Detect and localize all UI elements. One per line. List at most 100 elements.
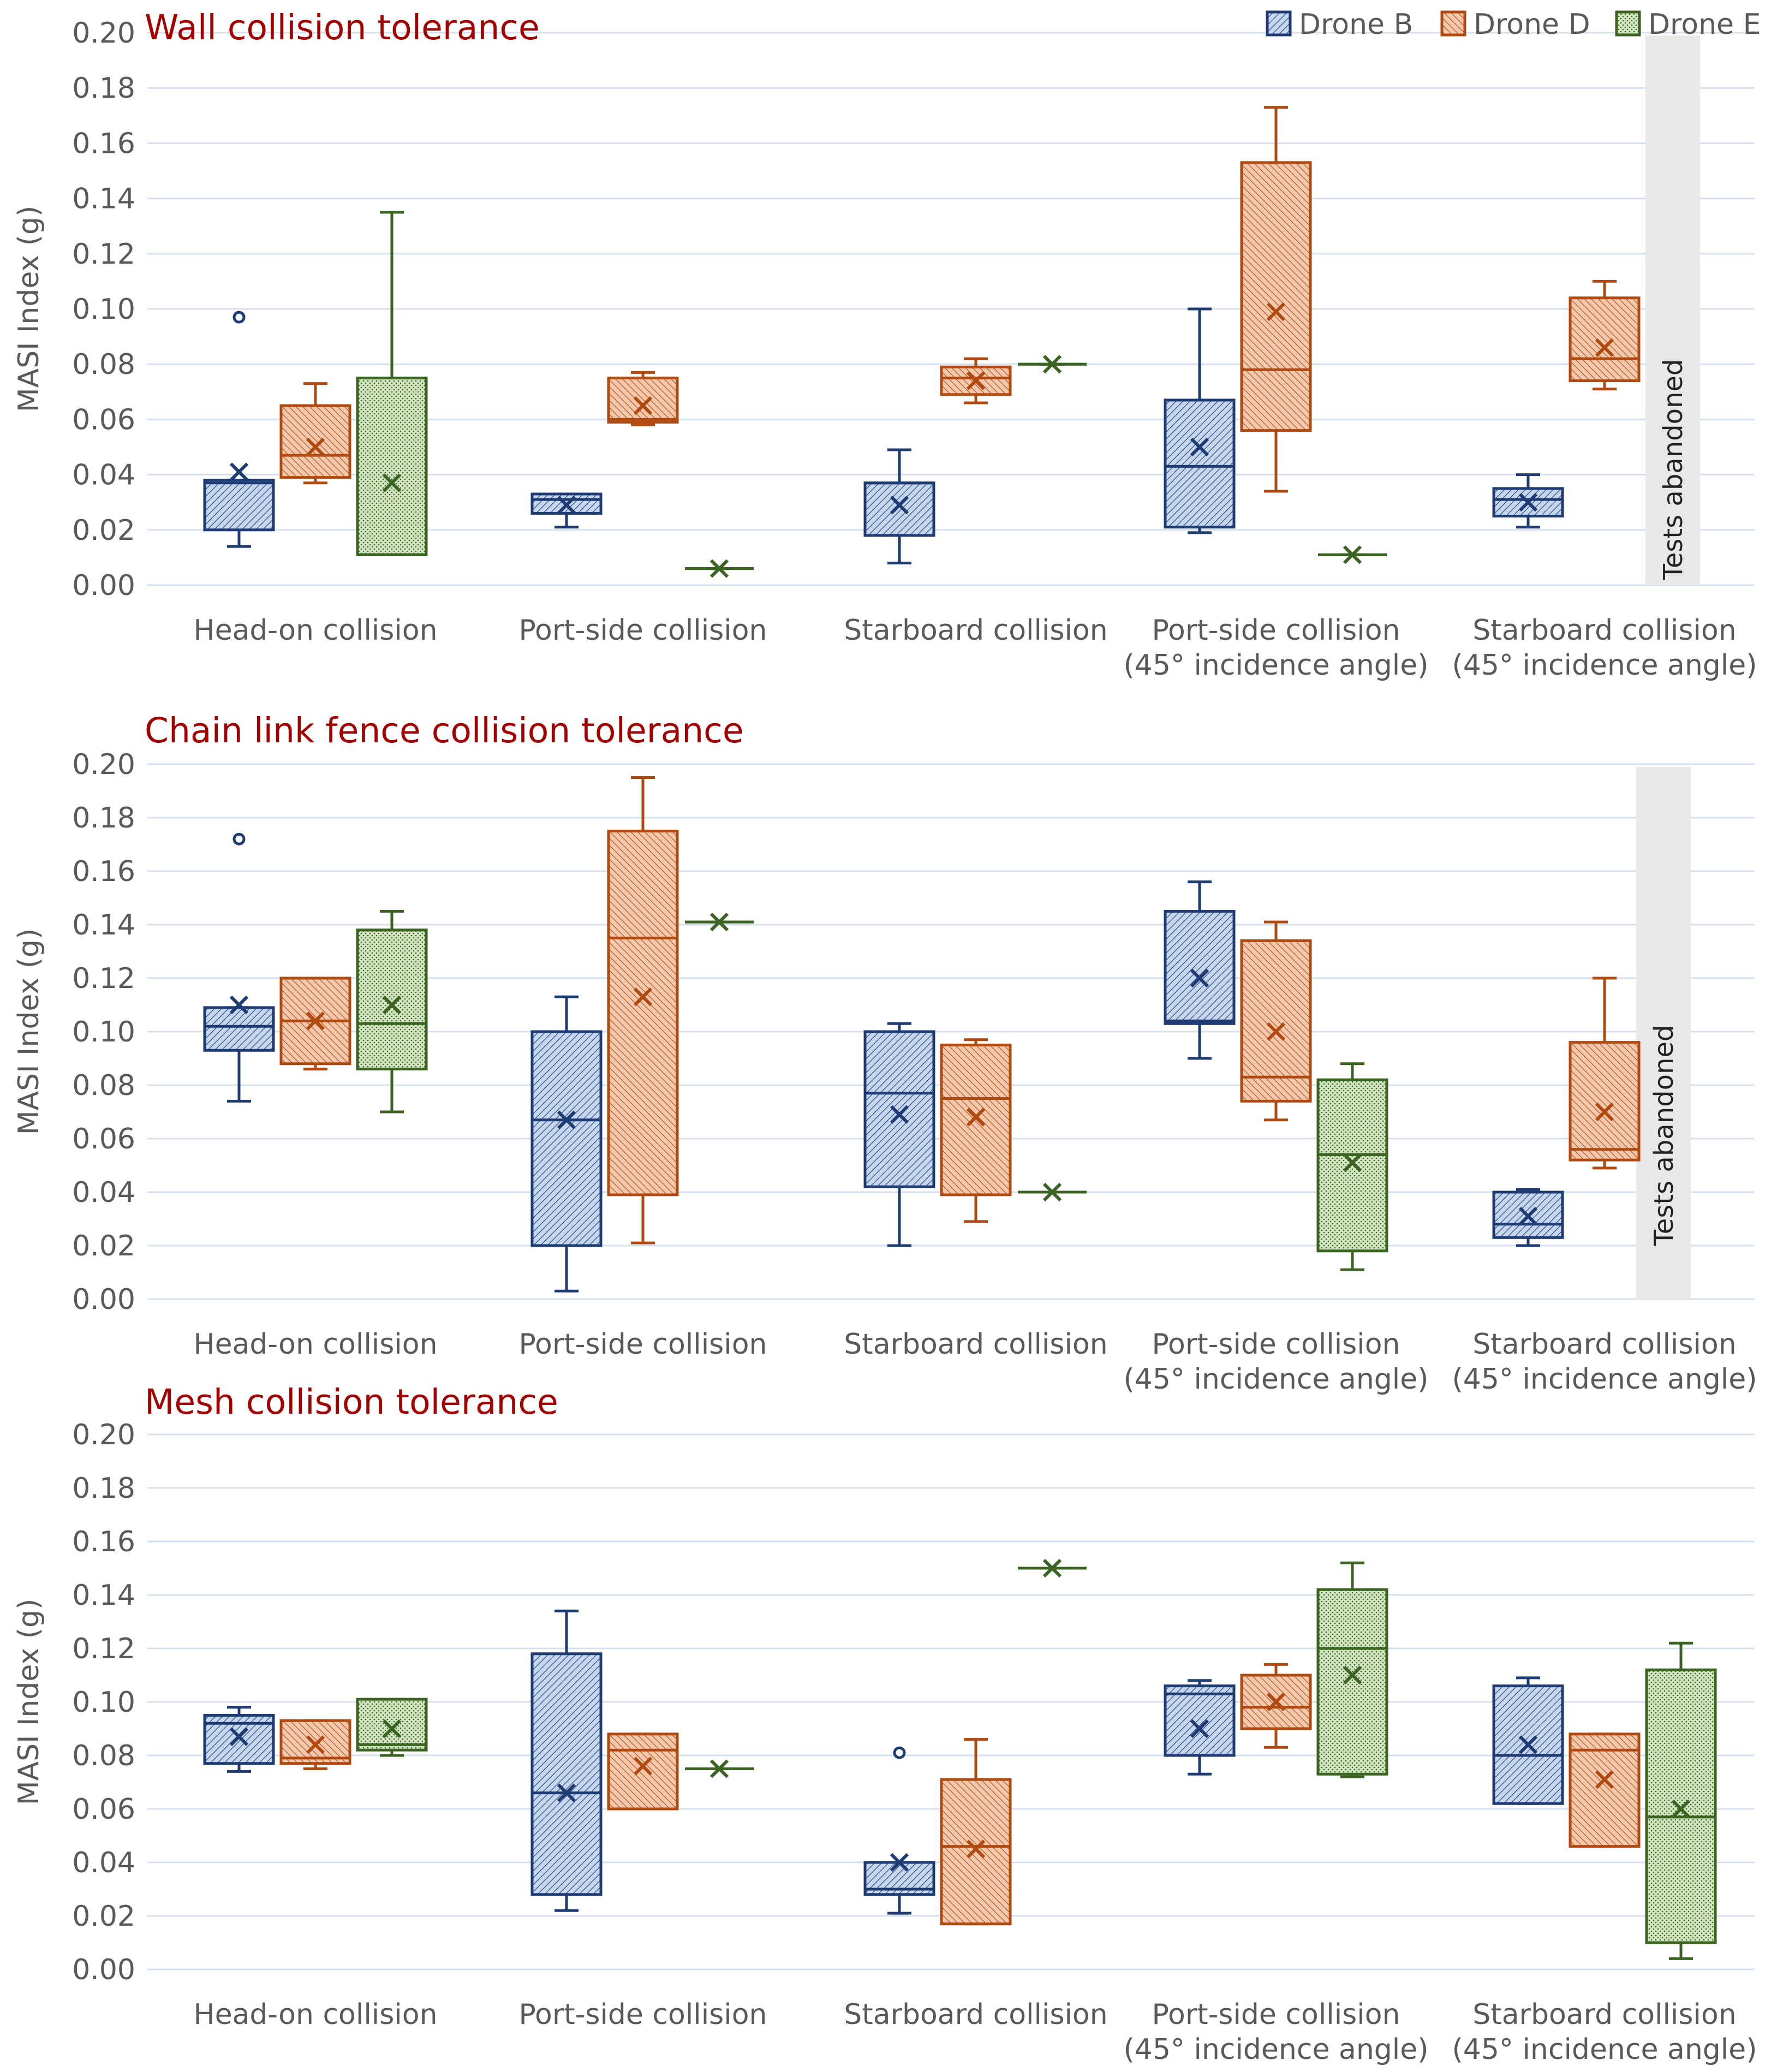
legend-item: Drone B [1266,8,1413,41]
box-iqr [279,1719,351,1765]
y-tick-label: 0.18 [72,802,135,835]
legend-label: Drone D [1474,8,1590,41]
x-category-label: Port-side collision [1152,614,1400,647]
mean-marker [1266,1022,1286,1041]
mean-marker [966,1839,986,1859]
abandoned-band [1645,35,1700,585]
x-category-label-line2: (45° incidence angle) [1452,2033,1757,2066]
mean-marker [1518,493,1538,512]
mean-marker [306,1735,325,1754]
box-drone-b [863,1746,935,1915]
y-tick-label: 0.10 [72,293,135,326]
x-category-label-line2: (45° incidence angle) [1452,1363,1757,1396]
legend-item: Drone D [1440,8,1590,41]
mean-marker [1190,968,1209,988]
box-drone-b [530,995,603,1293]
y-tick-label: 0.14 [72,909,135,942]
y-tick-label: 0.00 [72,1283,135,1316]
y-axis-label: MASI Index (g) [13,206,45,413]
mean-marker [306,437,325,457]
outlier-point [232,832,246,846]
box-drone-e [1316,1561,1388,1778]
x-category-label: Starboard collision [844,1998,1107,2031]
box-drone-b [863,1022,935,1247]
y-tick-label: 0.20 [72,748,135,781]
y-tick-label: 0.08 [72,1740,135,1772]
mean-marker [557,1110,576,1129]
mean-marker [890,1105,909,1124]
legend: Drone B Drone D Drone E [1266,8,1761,41]
y-tick-label: 0.16 [72,1526,135,1558]
y-tick-label: 0.12 [72,238,135,271]
box-drone-e [685,912,754,932]
x-category-label: Starboard collision [844,1328,1107,1361]
box-iqr [863,1030,935,1188]
box-drone-b [863,448,935,565]
mean-marker [966,371,986,390]
box-drone-b [530,492,603,529]
mean-marker [709,912,729,932]
legend-label: Drone E [1648,8,1761,41]
x-category-label-line2: (45° incidence angle) [1123,649,1428,682]
box-drone-b [203,1706,275,1773]
x-category-label-line2: (45° incidence angle) [1452,649,1757,682]
box-drone-d [1240,106,1312,493]
mean-marker [229,462,249,481]
y-tick-label: 0.02 [72,1900,135,1933]
box-iqr [356,1698,428,1752]
box-iqr [1240,161,1312,432]
box-iqr [940,1778,1012,1926]
y-tick-label: 0.02 [72,514,135,547]
box-drone-e [1018,1558,1087,1578]
box-iqr [203,479,275,532]
box-drone-d [1569,977,1641,1170]
mean-marker [382,473,402,492]
box-drone-b [1492,1188,1564,1247]
legend-item: Drone E [1615,8,1761,41]
mean-marker [1343,545,1362,564]
box-drone-e [1645,1641,1717,1960]
outlier-point [893,1746,906,1759]
x-category-label: Port-side collision [519,1328,767,1361]
chart-panel-0: 0.00 0.02 0.04 0.06 0.08 0.10 0.12 0.14 0.16 0.18… [13,8,1757,682]
mean-marker [1190,437,1209,457]
mean-marker [1266,302,1286,321]
mean-marker [966,1108,986,1127]
legend-swatch [1440,10,1466,37]
x-category-label: Head-on collision [193,1998,437,2031]
mean-marker [633,1757,653,1776]
box-iqr [607,377,679,424]
y-tick-label: 0.04 [72,459,135,492]
x-category-label: Head-on collision [193,614,437,647]
y-tick-label: 0.10 [72,1686,135,1719]
mean-marker [1343,1665,1362,1685]
mean-marker [890,496,909,515]
outlier-point [232,311,246,324]
box-drone-b [203,311,275,548]
box-iqr [1240,939,1312,1103]
mean-marker [709,1759,729,1778]
box-iqr [279,404,351,479]
x-category-label: Starboard collision [1472,614,1736,647]
mean-marker [382,995,402,1015]
box-iqr [1316,1078,1388,1253]
mean-marker [1595,1770,1614,1789]
box-iqr [607,1732,679,1811]
box-iqr [530,1652,603,1896]
mean-marker [633,396,653,415]
legend-swatch [1266,10,1292,37]
mean-marker [1518,1735,1538,1754]
box-drone-b [1492,1676,1564,1805]
mean-marker [557,1783,576,1802]
x-category-label: Port-side collision [1152,1328,1400,1361]
y-tick-label: 0.20 [72,1419,135,1451]
y-tick-label: 0.14 [72,183,135,216]
x-category-label: Port-side collision [519,614,767,647]
y-tick-label: 0.02 [72,1230,135,1263]
x-category-label: Port-side collision [1152,1998,1400,2031]
box-drone-d [607,1732,679,1811]
box-iqr [940,1044,1012,1196]
x-category-label: Starboard collision [1472,1998,1736,2031]
box-iqr [1645,1668,1717,1944]
